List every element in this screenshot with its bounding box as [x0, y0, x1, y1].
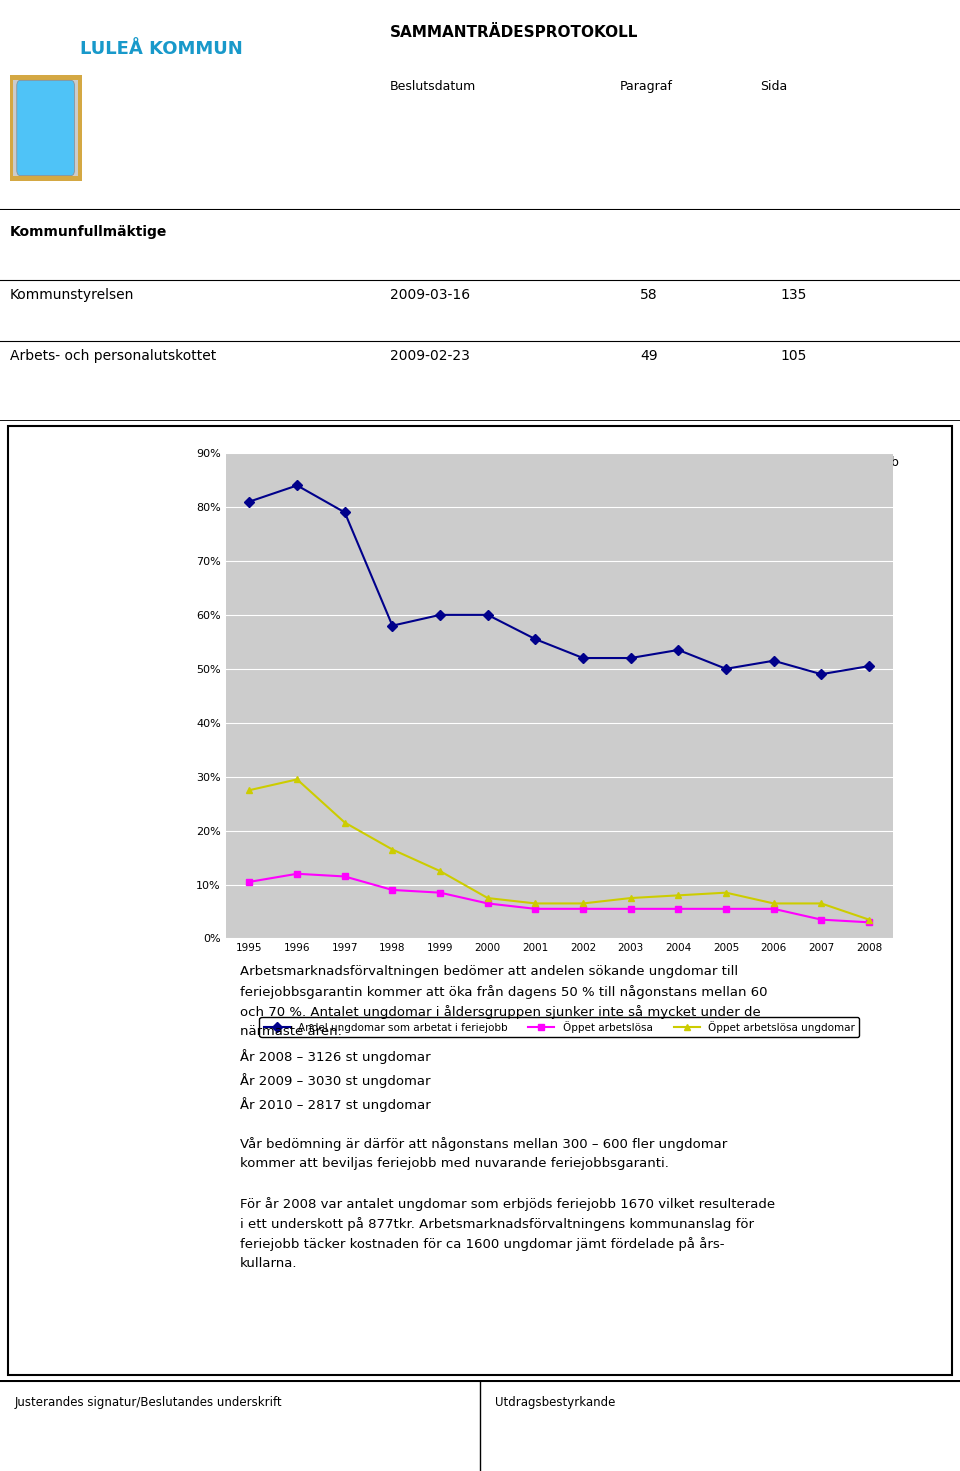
- Öppet arbetslösa ungdomar: [339, 813, 350, 831]
- Öppet arbetslösa: [530, 900, 541, 918]
- Andel ungdomar som arbetat i feriejobb: [577, 649, 588, 666]
- Andel ungdomar som arbetat i feriejobb: [625, 649, 636, 666]
- Line: Andel ungdomar som arbetat i feriejobb: Andel ungdomar som arbetat i feriejobb: [246, 482, 873, 678]
- Text: Kommunstyrelsen: Kommunstyrelsen: [10, 288, 134, 303]
- Text: närmaste åren:: närmaste åren:: [240, 1025, 342, 1039]
- Andel ungdomar som arbetat i feriejobb: [720, 660, 732, 678]
- Text: Paragraf: Paragraf: [620, 79, 673, 93]
- Text: 2009-02-23: 2009-02-23: [390, 349, 469, 362]
- Öppet arbetslösa ungdomar: [673, 887, 684, 905]
- Öppet arbetslösa: [434, 884, 445, 902]
- Öppet arbetslösa: [339, 868, 350, 886]
- Andel ungdomar som arbetat i feriejobb: [673, 641, 684, 659]
- Text: LULEÅ KOMMUN: LULEÅ KOMMUN: [80, 40, 243, 57]
- Öppet arbetslösa: [244, 874, 255, 891]
- Öppet arbetslösa: [482, 894, 493, 912]
- Text: och 70 %. Antalet ungdomar i åldersgruppen sjunker inte så mycket under de: och 70 %. Antalet ungdomar i åldersgrupp…: [240, 1005, 760, 1019]
- Öppet arbetslösa ungdomar: [625, 888, 636, 906]
- Öppet arbetslösa: [387, 881, 398, 899]
- Andel ungdomar som arbetat i feriejobb: [530, 630, 541, 647]
- Öppet arbetslösa: [673, 900, 684, 918]
- Text: 58: 58: [640, 288, 658, 303]
- Text: Utdragsbestyrkande: Utdragsbestyrkande: [495, 1396, 615, 1409]
- Andel ungdomar som arbetat i feriejobb: [482, 606, 493, 624]
- Text: feriejobbsgarantin kommer att öka från dagens 50 % till någonstans mellan 60: feriejobbsgarantin kommer att öka från d…: [240, 986, 767, 999]
- Öppet arbetslösa ungdomar: [291, 771, 302, 788]
- Öppet arbetslösa ungdomar: [482, 888, 493, 906]
- Text: År 2009 – 3030 st ungdomar: År 2009 – 3030 st ungdomar: [240, 1072, 430, 1089]
- Andel ungdomar som arbetat i feriejobb: [339, 503, 350, 521]
- Andel ungdomar som arbetat i feriejobb: [768, 652, 780, 669]
- Text: Sida: Sida: [760, 79, 787, 93]
- Text: Arbetsmarknadsförvaltningen bedömer att andelen sökande ungdomar till: Arbetsmarknadsförvaltningen bedömer att …: [240, 965, 738, 978]
- Andel ungdomar som arbetat i feriejobb: [816, 665, 828, 683]
- Text: Vår bedömning är därför att någonstans mellan 300 – 600 fler ungdomar: Vår bedömning är därför att någonstans m…: [240, 1137, 728, 1150]
- Text: Justerandes signatur/Beslutandes underskrift: Justerandes signatur/Beslutandes undersk…: [15, 1396, 282, 1409]
- Öppet arbetslösa: [625, 900, 636, 918]
- Öppet arbetslösa ungdomar: [387, 841, 398, 859]
- Text: Kommunfullmäktige: Kommunfullmäktige: [10, 225, 167, 240]
- Text: Andel ungdomar i feriejobb ställt mot konjunktur: Andel ungdomar i feriejobb ställt mot ko…: [397, 496, 782, 509]
- Andel ungdomar som arbetat i feriejobb: [434, 606, 445, 624]
- Andel ungdomar som arbetat i feriejobb: [291, 477, 302, 494]
- Text: År 2010 – 2817 st ungdomar: År 2010 – 2817 st ungdomar: [240, 1097, 431, 1112]
- Öppet arbetslösa ungdomar: [863, 911, 875, 928]
- Öppet arbetslösa ungdomar: [244, 781, 255, 799]
- Text: kullarna.: kullarna.: [240, 1256, 298, 1269]
- Text: För år 2008 var antalet ungdomar som erbjöds feriejobb 1670 vilket resulterade: För år 2008 var antalet ungdomar som erb…: [240, 1197, 775, 1211]
- Öppet arbetslösa: [863, 913, 875, 931]
- Öppet arbetslösa ungdomar: [530, 894, 541, 912]
- FancyBboxPatch shape: [16, 81, 74, 175]
- Andel ungdomar som arbetat i feriejobb: [387, 616, 398, 634]
- Text: 49: 49: [640, 349, 658, 362]
- Text: marsks13b: marsks13b: [831, 456, 900, 469]
- Öppet arbetslösa: [720, 900, 732, 918]
- Andel ungdomar som arbetat i feriejobb: [863, 658, 875, 675]
- Text: Arbets- och personalutskottet: Arbets- och personalutskottet: [10, 349, 216, 362]
- Text: i ett underskott på 877tkr. Arbetsmarknadsförvaltningens kommunanslag för: i ett underskott på 877tkr. Arbetsmarkna…: [240, 1217, 754, 1231]
- Öppet arbetslösa: [768, 900, 780, 918]
- Öppet arbetslösa ungdomar: [720, 884, 732, 902]
- Text: kommer att beviljas feriejobb med nuvarande feriejobbsgaranti.: kommer att beviljas feriejobb med nuvara…: [240, 1158, 669, 1169]
- Öppet arbetslösa ungdomar: [816, 894, 828, 912]
- Text: Beslutsdatum: Beslutsdatum: [390, 79, 476, 93]
- Text: År 2008 – 3126 st ungdomar: År 2008 – 3126 st ungdomar: [240, 1049, 431, 1064]
- Text: 105: 105: [780, 349, 806, 362]
- Andel ungdomar som arbetat i feriejobb: [244, 493, 255, 510]
- Text: 135: 135: [780, 288, 806, 303]
- Öppet arbetslösa: [577, 900, 588, 918]
- Line: Öppet arbetslösa: Öppet arbetslösa: [246, 871, 873, 925]
- Line: Öppet arbetslösa ungdomar: Öppet arbetslösa ungdomar: [246, 775, 873, 924]
- Text: SAMMANTRÄDESPROTOKOLL: SAMMANTRÄDESPROTOKOLL: [390, 25, 638, 40]
- Öppet arbetslösa ungdomar: [577, 894, 588, 912]
- Öppet arbetslösa: [816, 911, 828, 928]
- Text: feriejobb täcker kostnaden för ca 1600 ungdomar jämt fördelade på års-: feriejobb täcker kostnaden för ca 1600 u…: [240, 1237, 725, 1250]
- Text: 2009-03-16: 2009-03-16: [390, 288, 470, 303]
- Legend: Andel ungdomar som arbetat i feriejobb, Öppet arbetslösa, Öppet arbetslösa ungdo: Andel ungdomar som arbetat i feriejobb, …: [259, 1016, 859, 1037]
- Öppet arbetslösa ungdomar: [434, 862, 445, 880]
- Öppet arbetslösa: [291, 865, 302, 883]
- Öppet arbetslösa ungdomar: [768, 894, 780, 912]
